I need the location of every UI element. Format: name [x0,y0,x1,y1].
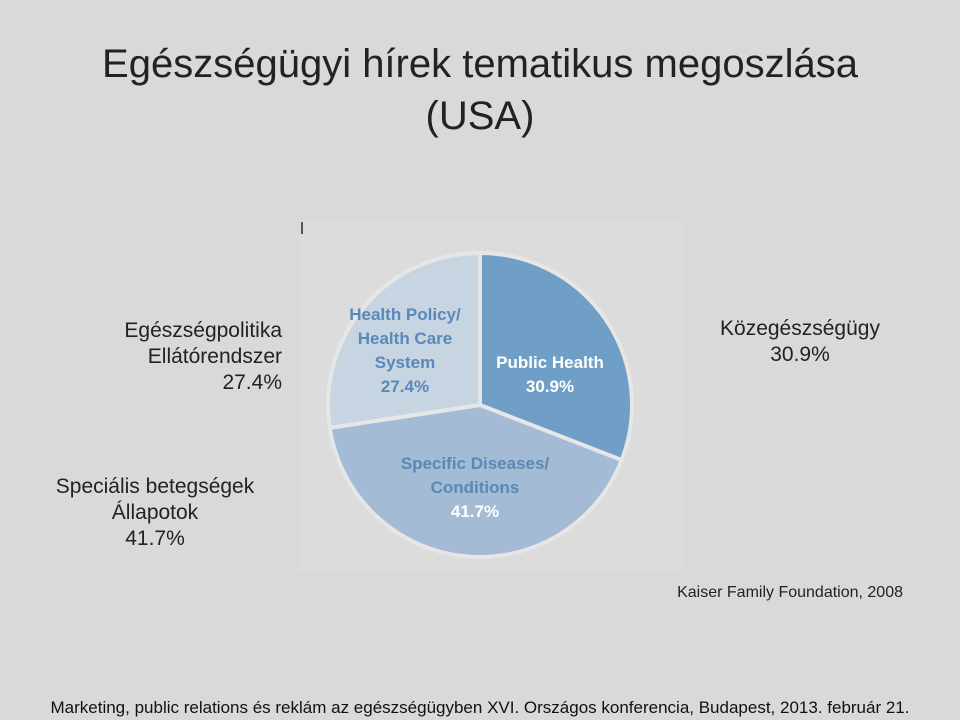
label-policy-hu: Egészségpolitika Ellátórendszer 27.4% [60,318,282,396]
pie-slice-1 [327,402,625,559]
slice-label-0-line-0: Public Health [496,353,604,372]
label-policy-line-1: Egészségpolitika [124,319,282,342]
label-policy-line-2: Ellátórendszer [147,345,282,368]
footer-text: Marketing, public relations és reklám az… [50,698,910,717]
label-specific-line-3: 41.7% [125,527,185,550]
slice-label-1-line-1: Conditions [431,478,520,497]
slice-label-2-line-1: Health Care [358,329,452,348]
label-specific-line-2: Állapotok [111,501,199,524]
page-title: Egészségügyi hírek tematikus megoszlása … [0,38,960,142]
slice-value-2: 27.4% [381,377,429,396]
label-public-hu: Közegészségügy 30.9% [680,316,920,368]
label-policy-line-3: 27.4% [222,371,282,394]
panel-edge-mark [301,222,303,234]
pie-slice-0 [478,250,634,463]
slice-value-0: 30.9% [526,377,574,396]
slice-label-1-line-0: Specific Diseases/ [401,454,550,473]
slice-value-1: 41.7% [451,502,499,521]
slice-label-2-line-2: System [375,353,435,372]
label-specific-hu: Speciális betegségek Állapotok 41.7% [20,474,290,552]
label-public-line-2: 30.9% [770,343,830,366]
source-note: Kaiser Family Foundation, 2008 [677,584,903,601]
label-public-line-1: Közegészségügy [720,317,880,340]
title-line-2: (USA) [425,94,535,138]
slice-label-2-line-0: Health Policy/ [349,305,461,324]
pie-slice-2 [326,250,482,431]
label-specific-line-1: Speciális betegségek [55,475,255,498]
title-line-1: Egészségügyi hírek tematikus megoszlása [102,42,858,86]
